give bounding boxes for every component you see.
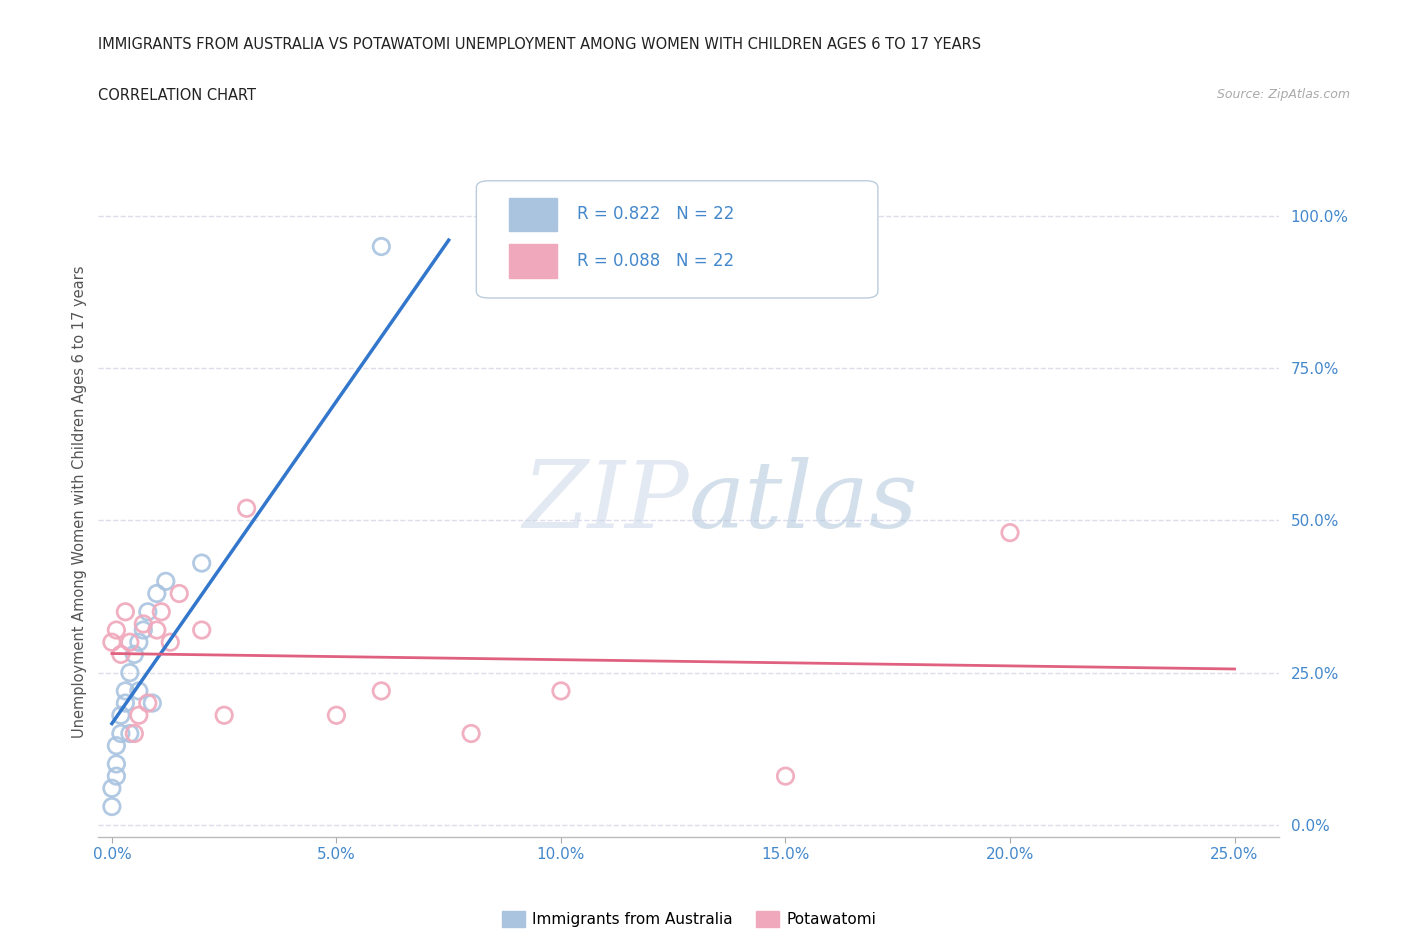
Point xyxy=(325,708,347,723)
Point xyxy=(105,769,128,784)
Point xyxy=(114,696,136,711)
Point xyxy=(460,726,482,741)
Point xyxy=(124,726,146,741)
Point xyxy=(505,227,527,242)
Point xyxy=(370,239,392,254)
Point xyxy=(110,726,132,741)
Point xyxy=(105,756,128,771)
Point xyxy=(998,525,1021,540)
Text: R = 0.088   N = 22: R = 0.088 N = 22 xyxy=(576,252,734,270)
FancyBboxPatch shape xyxy=(477,180,877,298)
Point xyxy=(101,635,124,650)
Point xyxy=(105,622,128,637)
Point xyxy=(118,726,141,741)
Point xyxy=(110,708,132,723)
Point xyxy=(141,696,163,711)
Point xyxy=(114,684,136,698)
Point xyxy=(155,574,177,589)
Point xyxy=(159,635,181,650)
Point xyxy=(146,622,169,637)
Text: Source: ZipAtlas.com: Source: ZipAtlas.com xyxy=(1216,88,1350,101)
Point xyxy=(167,586,190,601)
Text: IMMIGRANTS FROM AUSTRALIA VS POTAWATOMI UNEMPLOYMENT AMONG WOMEN WITH CHILDREN A: IMMIGRANTS FROM AUSTRALIA VS POTAWATOMI … xyxy=(98,37,981,52)
Text: atlas: atlas xyxy=(689,458,918,547)
Point xyxy=(118,665,141,680)
Point xyxy=(101,799,124,814)
Point xyxy=(128,708,150,723)
Y-axis label: Unemployment Among Women with Children Ages 6 to 17 years: Unemployment Among Women with Children A… xyxy=(72,266,87,738)
Point xyxy=(110,647,132,662)
Point xyxy=(128,684,150,698)
Point xyxy=(235,501,257,516)
Point xyxy=(136,696,159,711)
Point xyxy=(550,684,572,698)
Text: ZIP: ZIP xyxy=(522,458,689,547)
Text: CORRELATION CHART: CORRELATION CHART xyxy=(98,88,256,103)
Point xyxy=(136,604,159,619)
Legend: Immigrants from Australia, Potawatomi: Immigrants from Australia, Potawatomi xyxy=(495,905,883,930)
Point xyxy=(150,604,173,619)
Point xyxy=(118,635,141,650)
Point xyxy=(775,769,797,784)
Point xyxy=(101,781,124,796)
Point xyxy=(105,738,128,753)
Point xyxy=(212,708,235,723)
FancyBboxPatch shape xyxy=(509,245,557,278)
Point xyxy=(146,586,169,601)
Point xyxy=(132,622,155,637)
Point xyxy=(132,617,155,631)
Text: R = 0.822   N = 22: R = 0.822 N = 22 xyxy=(576,206,734,223)
Point xyxy=(190,555,212,570)
Point xyxy=(128,635,150,650)
Point xyxy=(190,622,212,637)
Point xyxy=(114,604,136,619)
Point xyxy=(370,684,392,698)
Point xyxy=(124,647,146,662)
FancyBboxPatch shape xyxy=(509,197,557,231)
